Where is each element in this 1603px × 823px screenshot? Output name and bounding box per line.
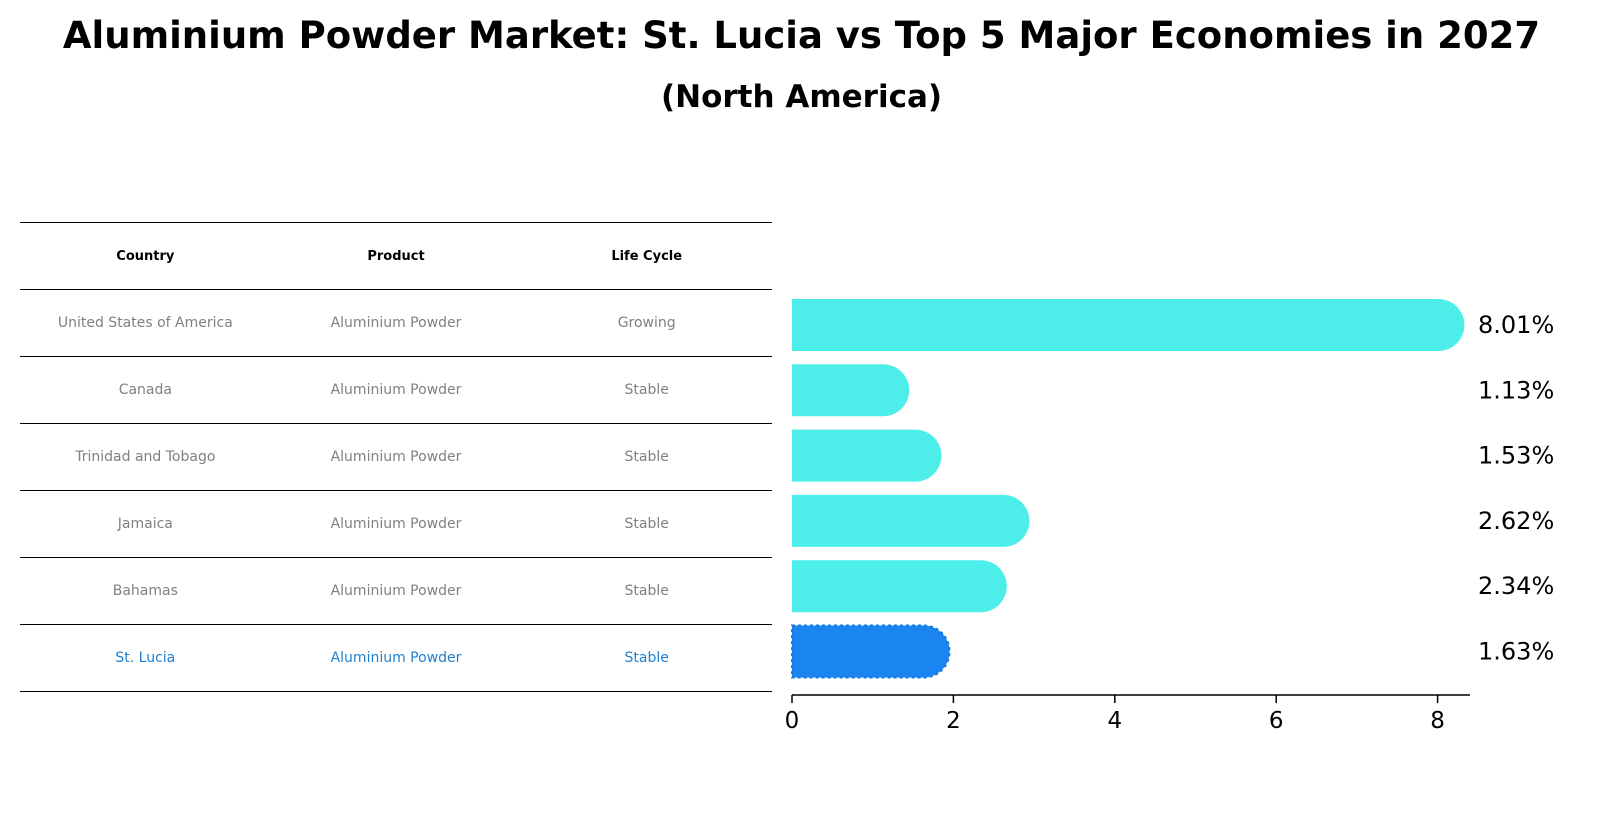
cell-life-cycle: Stable (624, 382, 669, 398)
bar-value-label: 1.53% (1478, 442, 1554, 470)
bar-1 (792, 364, 910, 417)
cell-life-cycle: Stable (624, 449, 669, 465)
cell-life-cycle: Stable (624, 583, 669, 599)
cell-product: Aluminium Powder (330, 650, 462, 666)
bar-0 (792, 299, 1465, 351)
x-tick-label: 2 (946, 708, 961, 734)
chart-subtitle: (North America) (660, 79, 943, 115)
table-row: Canada Aluminium Powder Stable (20, 356, 772, 423)
cell-life-cycle: Stable (624, 516, 669, 532)
cell-product: Aluminium Powder (330, 382, 462, 398)
x-tick-label: 4 (1107, 708, 1122, 734)
bar-value-label: 1.13% (1478, 376, 1554, 404)
bar-value-label: 2.62% (1478, 507, 1554, 535)
cell-product: Aluminium Powder (330, 583, 462, 599)
cell-product: Aluminium Powder (330, 449, 462, 465)
bar-value-label: 1.63% (1478, 638, 1554, 666)
bar-5 (791, 624, 951, 679)
cell-country: St. Lucia (115, 650, 176, 666)
table-row: Jamaica Aluminium Powder Stable (20, 490, 772, 557)
bar-value-label: 8.01% (1478, 311, 1554, 339)
table-row: Trinidad and Tobago Aluminium Powder Sta… (20, 423, 772, 490)
header-country: Country (116, 248, 175, 264)
x-tick-label: 8 (1430, 708, 1445, 734)
cell-country: Bahamas (112, 583, 178, 599)
table-row: Bahamas Aluminium Powder Stable (20, 557, 772, 624)
x-tick-label: 0 (785, 708, 800, 734)
bar-value-label: 2.34% (1478, 572, 1554, 600)
cell-life-cycle: Growing (617, 315, 676, 331)
table-header-row: Country Product Life Cycle (20, 222, 772, 289)
cell-country: Canada (118, 382, 172, 398)
x-tick-label: 6 (1269, 708, 1284, 734)
bar-4 (792, 560, 1007, 613)
data-table: Country Product Life Cycle United States… (20, 222, 772, 692)
cell-life-cycle: Stable (624, 650, 669, 666)
cell-country: Trinidad and Tobago (75, 449, 216, 465)
header-life-cycle: Life Cycle (611, 248, 683, 264)
cell-country: Jamaica (117, 516, 173, 532)
chart-title: Aluminium Powder Market: St. Lucia vs To… (62, 14, 1541, 57)
cell-product: Aluminium Powder (330, 315, 462, 331)
cell-country: United States of America (57, 315, 233, 331)
header-product: Product (367, 248, 425, 264)
cell-product: Aluminium Powder (330, 516, 462, 532)
table-row: United States of America Aluminium Powde… (20, 289, 772, 356)
table-row-highlight: St. Lucia Aluminium Powder Stable (20, 624, 772, 692)
bar-2 (792, 429, 942, 482)
bar-3 (792, 494, 1030, 547)
